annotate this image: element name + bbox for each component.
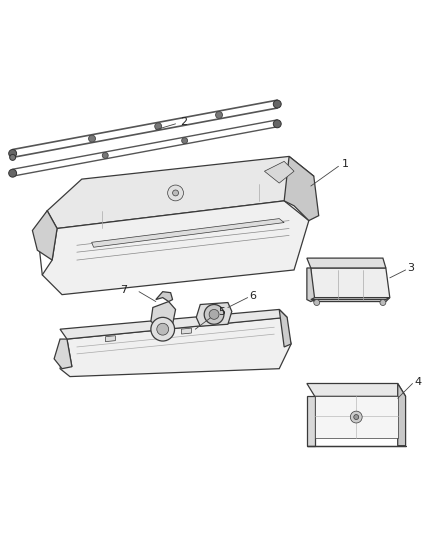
Polygon shape bbox=[307, 268, 315, 302]
Circle shape bbox=[168, 185, 184, 201]
Circle shape bbox=[354, 415, 359, 419]
Polygon shape bbox=[32, 211, 57, 260]
Circle shape bbox=[350, 411, 362, 423]
Polygon shape bbox=[60, 310, 287, 339]
Polygon shape bbox=[307, 384, 406, 397]
Circle shape bbox=[155, 123, 162, 130]
Polygon shape bbox=[156, 292, 173, 302]
Polygon shape bbox=[106, 336, 115, 342]
Text: 6: 6 bbox=[250, 290, 257, 301]
Polygon shape bbox=[196, 303, 232, 326]
Text: 1: 1 bbox=[342, 159, 348, 169]
Polygon shape bbox=[54, 339, 72, 369]
Polygon shape bbox=[265, 161, 294, 183]
Circle shape bbox=[9, 169, 17, 177]
Polygon shape bbox=[315, 397, 398, 438]
Polygon shape bbox=[398, 384, 406, 446]
Circle shape bbox=[157, 324, 169, 335]
Text: 3: 3 bbox=[408, 263, 415, 273]
Circle shape bbox=[151, 317, 175, 341]
Circle shape bbox=[380, 300, 386, 305]
Polygon shape bbox=[307, 258, 386, 268]
Circle shape bbox=[273, 100, 281, 108]
Circle shape bbox=[10, 155, 16, 160]
Polygon shape bbox=[279, 310, 291, 347]
Circle shape bbox=[204, 304, 224, 324]
Circle shape bbox=[102, 152, 108, 158]
Text: 4: 4 bbox=[414, 376, 422, 386]
Polygon shape bbox=[307, 397, 315, 446]
Polygon shape bbox=[92, 219, 284, 247]
Circle shape bbox=[273, 120, 281, 128]
Text: 7: 7 bbox=[120, 285, 127, 295]
Polygon shape bbox=[311, 297, 390, 300]
Circle shape bbox=[209, 310, 219, 319]
Polygon shape bbox=[151, 302, 176, 329]
Circle shape bbox=[314, 300, 320, 305]
Polygon shape bbox=[284, 156, 319, 221]
Polygon shape bbox=[311, 268, 390, 302]
Polygon shape bbox=[42, 201, 309, 295]
Polygon shape bbox=[60, 317, 291, 377]
Circle shape bbox=[182, 138, 187, 143]
Polygon shape bbox=[47, 156, 314, 229]
Text: 2: 2 bbox=[180, 117, 187, 127]
Text: 5: 5 bbox=[218, 308, 225, 318]
Circle shape bbox=[215, 111, 223, 118]
Circle shape bbox=[88, 135, 95, 142]
Polygon shape bbox=[181, 328, 191, 334]
Circle shape bbox=[173, 190, 179, 196]
Circle shape bbox=[9, 149, 17, 157]
